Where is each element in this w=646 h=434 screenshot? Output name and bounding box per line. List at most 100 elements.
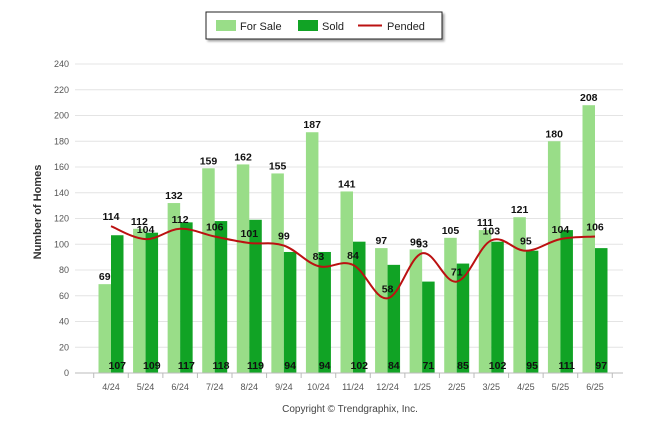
bar-for-sale xyxy=(305,132,319,373)
bar-for-sale xyxy=(375,248,388,373)
y-tick-label: 60 xyxy=(59,291,69,301)
legend-label-pended: Pended xyxy=(387,21,425,33)
legend: For Sale Sold Pended xyxy=(205,11,443,40)
label-for-sale: 180 xyxy=(545,128,563,140)
label-pended: 114 xyxy=(103,211,120,223)
bar-sold xyxy=(491,241,504,373)
y-tick-label: 200 xyxy=(54,111,69,121)
bar-for-sale xyxy=(547,141,561,373)
legend-swatch-for-sale xyxy=(216,20,236,31)
label-pended: 99 xyxy=(278,231,290,243)
label-for-sale: 208 xyxy=(580,92,598,104)
bar-sold xyxy=(387,264,401,373)
label-sold: 95 xyxy=(526,360,538,372)
label-for-sale: 121 xyxy=(511,204,529,216)
bar-for-sale xyxy=(98,284,111,373)
label-for-sale: 105 xyxy=(442,225,460,237)
bar-for-sale xyxy=(409,249,423,373)
x-tick-label: 4/24 xyxy=(102,382,120,392)
bar-for-sale xyxy=(133,228,146,373)
label-for-sale: 132 xyxy=(165,190,183,202)
y-axis-label: Number of Homes xyxy=(32,165,44,260)
pended-line-path xyxy=(110,225,596,300)
x-tick-label: 9/24 xyxy=(275,382,293,392)
data-labels: 69 112 132 159 162 155 187 141 97 96 105 111 121 180 2… xyxy=(99,92,607,372)
label-sold: 118 xyxy=(212,360,229,372)
x-tick-label: 10/24 xyxy=(307,382,330,392)
y-tick-label: 0 xyxy=(64,368,69,378)
y-tick-label: 100 xyxy=(54,239,69,249)
bar-sold xyxy=(318,251,331,373)
label-sold: 102 xyxy=(350,360,368,372)
label-sold: 119 xyxy=(247,360,264,372)
label-pended: 106 xyxy=(206,222,224,234)
label-sold: 97 xyxy=(595,360,607,372)
label-pended: 104 xyxy=(552,224,570,236)
label-pended: 112 xyxy=(172,214,189,226)
label-sold: 109 xyxy=(143,360,161,372)
label-for-sale: 69 xyxy=(99,271,111,283)
label-sold: 107 xyxy=(108,360,126,372)
bar-sold xyxy=(214,221,228,373)
y-tick-label: 160 xyxy=(54,162,69,172)
x-tick-label: 5/24 xyxy=(137,382,155,392)
bar-sold xyxy=(283,251,297,373)
label-pended: 93 xyxy=(416,238,428,250)
label-pended: 58 xyxy=(382,283,394,295)
y-tick-label: 20 xyxy=(59,342,69,352)
y-tick-label: 180 xyxy=(54,136,69,146)
y-tick-label: 220 xyxy=(54,85,69,95)
label-pended: 101 xyxy=(241,228,259,240)
legend-label-for-sale: For Sale xyxy=(240,21,282,33)
bar-sold xyxy=(525,250,539,373)
label-pended: 103 xyxy=(483,225,501,237)
label-for-sale: 111 xyxy=(477,217,494,229)
legend-label-sold: Sold xyxy=(322,21,344,33)
label-sold: 94 xyxy=(284,360,296,372)
label-pended: 95 xyxy=(520,236,532,248)
pended-line xyxy=(110,225,596,300)
x-tick-label: 8/24 xyxy=(241,382,259,392)
label-sold: 85 xyxy=(457,360,469,372)
bar-sold xyxy=(560,230,573,373)
bar-sold xyxy=(145,232,159,373)
label-pended: 106 xyxy=(586,222,604,234)
label-sold: 94 xyxy=(319,360,331,372)
bar-for-sale xyxy=(236,164,250,373)
x-tick-label: 6/25 xyxy=(586,382,604,392)
bar-sold xyxy=(111,235,124,373)
bar-for-sale xyxy=(582,105,595,373)
y-tick-label: 120 xyxy=(54,214,69,224)
y-tick-label: 40 xyxy=(59,317,69,327)
axes: 4/24 5/24 6/24 7/24 8/24 9/24 10/24 11/24 12/24 1… xyxy=(75,372,623,392)
bar-for-sale xyxy=(340,191,353,373)
label-sold: 102 xyxy=(489,360,507,372)
bar-sold xyxy=(456,263,470,373)
label-for-sale: 112 xyxy=(131,216,148,228)
bar-for-sale xyxy=(513,217,526,373)
x-tick-label: 1/25 xyxy=(413,382,431,392)
bar-for-sale xyxy=(167,203,181,373)
bar-for-sale xyxy=(478,230,492,373)
x-tick-label: 5/25 xyxy=(552,382,570,392)
label-for-sale: 155 xyxy=(269,160,287,172)
x-tick-label: 4/25 xyxy=(517,382,535,392)
bar-for-sale xyxy=(202,168,215,373)
bar-sold xyxy=(180,222,193,373)
bar-sold xyxy=(422,281,435,373)
bar-sold xyxy=(595,248,608,373)
label-pended: 83 xyxy=(313,251,325,263)
label-sold: 111 xyxy=(558,360,575,372)
label-for-sale: 159 xyxy=(200,155,218,167)
label-for-sale: 141 xyxy=(338,178,356,190)
label-sold: 84 xyxy=(388,360,400,372)
y-tick-label: 240 xyxy=(54,59,69,69)
label-pended: 104 xyxy=(137,224,155,236)
label-sold: 71 xyxy=(423,360,435,372)
bar-for-sale xyxy=(444,237,457,373)
x-tick-label: 7/24 xyxy=(206,382,224,392)
x-tick-label: 11/24 xyxy=(342,382,364,392)
legend-swatch-sold xyxy=(298,20,318,31)
bar-for-sale xyxy=(271,173,284,373)
bar-sold xyxy=(249,219,262,373)
